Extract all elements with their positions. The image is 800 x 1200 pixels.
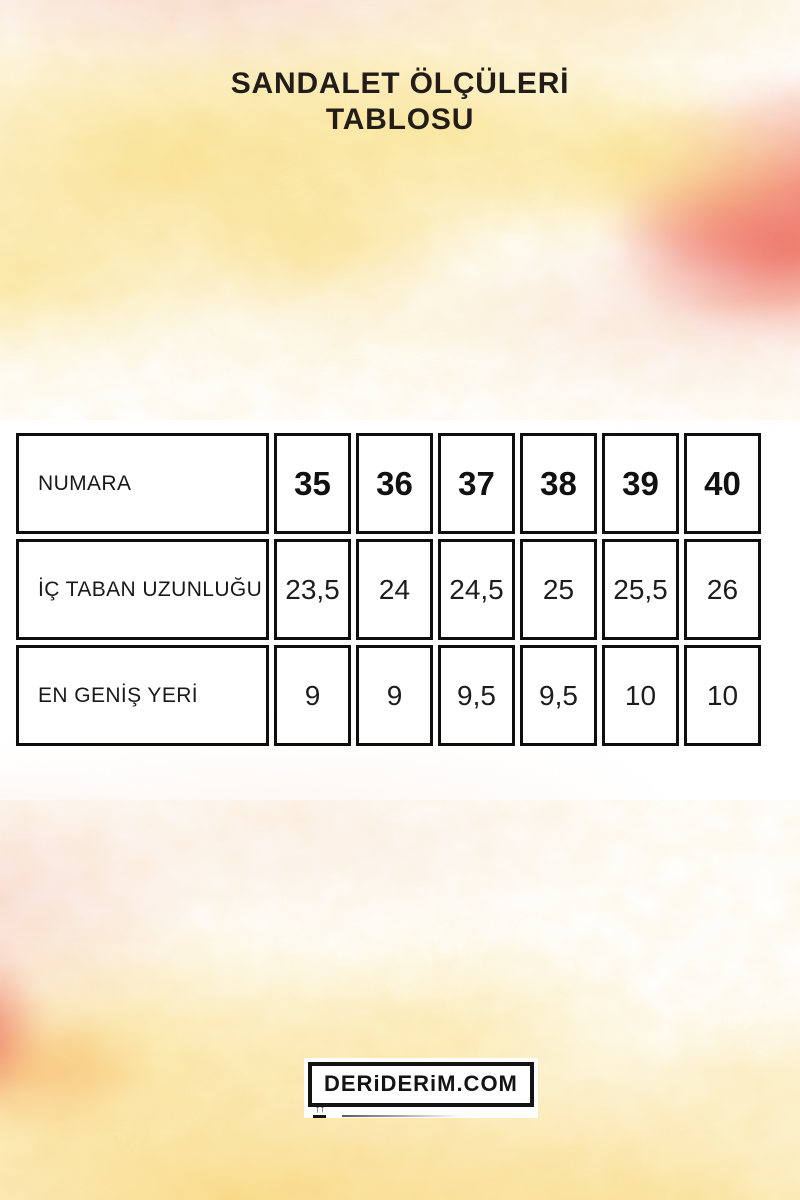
widest-point-cell: 9 bbox=[274, 645, 351, 746]
brand-logo: DERiDERiM.COM ↑↑ bbox=[304, 1058, 538, 1118]
page-title: SANDALET ÖLÇÜLERİ TABLOSU bbox=[0, 66, 800, 138]
size-number-cell: 39 bbox=[602, 433, 679, 534]
size-number-cell: 38 bbox=[520, 433, 597, 534]
insole-length-cell: 25,5 bbox=[602, 539, 679, 640]
widest-point-cell: 9,5 bbox=[438, 645, 515, 746]
size-number-cell: 40 bbox=[684, 433, 761, 534]
brand-logo-text: DERiDERiM.COM bbox=[308, 1062, 534, 1107]
insole-length-cell: 23,5 bbox=[274, 539, 351, 640]
watercolor-wash-bottom bbox=[0, 690, 800, 1200]
size-number-cell: 35 bbox=[274, 433, 351, 534]
insole-length-cell: 24 bbox=[356, 539, 433, 640]
size-number-cell: 36 bbox=[356, 433, 433, 534]
insole-length-cell: 25 bbox=[520, 539, 597, 640]
brand-logo-underline bbox=[342, 1115, 462, 1117]
row-label-ic-taban: İÇ TABAN UZUNLUĞU bbox=[16, 539, 269, 640]
widest-point-cell: 9 bbox=[356, 645, 433, 746]
size-table: NUMARA 35 36 37 38 39 40 İÇ TABAN UZUNLU… bbox=[16, 433, 761, 746]
row-label-en-genis: EN GENİŞ YERİ bbox=[16, 645, 269, 746]
insole-length-cell: 24,5 bbox=[438, 539, 515, 640]
insole-length-cell: 26 bbox=[684, 539, 761, 640]
widest-point-cell: 10 bbox=[602, 645, 679, 746]
widest-point-cell: 10 bbox=[684, 645, 761, 746]
row-label-numara: NUMARA bbox=[16, 433, 269, 534]
page-title-line1: SANDALET ÖLÇÜLERİ bbox=[230, 67, 570, 100]
size-number-cell: 37 bbox=[438, 433, 515, 534]
widest-point-cell: 9,5 bbox=[520, 645, 597, 746]
page-title-line2: TABLOSU bbox=[325, 103, 475, 136]
brand-logo-arrows-icon: ↑↑ bbox=[313, 1104, 326, 1118]
